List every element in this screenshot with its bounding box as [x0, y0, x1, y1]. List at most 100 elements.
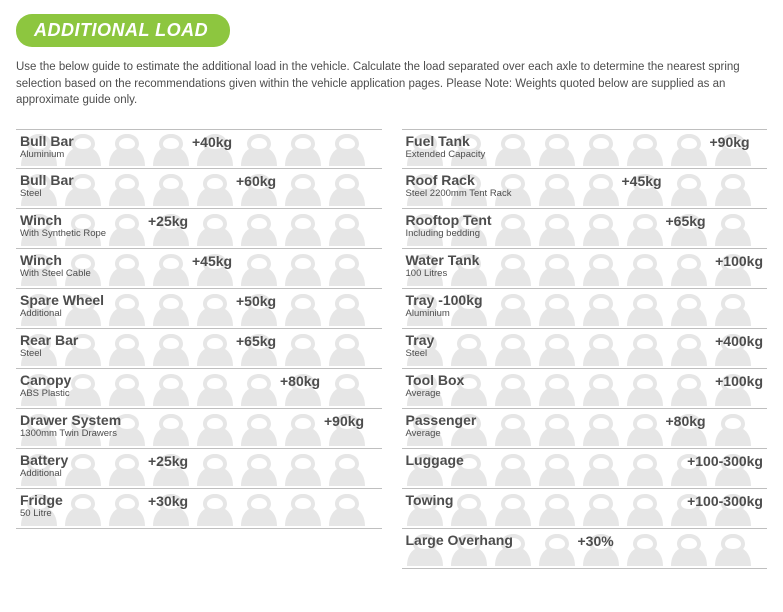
- row-text: WinchWith Steel Cable: [20, 253, 91, 279]
- row-value: +60kg: [236, 173, 276, 189]
- row-subtitle: Aluminium: [20, 150, 74, 160]
- row-value: +45kg: [192, 253, 232, 269]
- row-subtitle: Steel: [20, 189, 74, 199]
- row-content: WinchWith Steel Cable +45kg: [16, 249, 382, 288]
- row-text: PassengerAverage: [406, 413, 477, 439]
- row-subtitle: Extended Capacity: [406, 150, 486, 160]
- row-title: Rooftop Tent: [406, 213, 492, 228]
- load-row: TraySteel +400kg: [402, 329, 768, 369]
- columns-container: Bull BarAluminium+40kgBull Bar Steel +60kg…: [16, 129, 767, 569]
- row-subtitle: Including bedding: [406, 229, 492, 239]
- row-value: +25kg: [148, 453, 188, 469]
- row-content: TraySteel +400kg: [402, 329, 768, 368]
- row-text: TraySteel: [406, 333, 435, 359]
- row-text: Fuel TankExtended Capacity: [406, 134, 486, 160]
- page-title-badge: ADDITIONAL LOAD: [16, 14, 230, 47]
- row-content: BatteryAdditional +25kg: [16, 449, 382, 488]
- row-text: Rooftop TentIncluding bedding: [406, 213, 492, 239]
- row-value: +25kg: [148, 213, 188, 229]
- row-title: Tool Box: [406, 373, 465, 388]
- row-text: Drawer System1300mm Twin Drawers: [20, 413, 121, 439]
- row-value: +65kg: [666, 213, 706, 229]
- row-content: Rooftop TentIncluding bedding +65kg: [402, 209, 768, 248]
- row-subtitle: Steel: [406, 349, 435, 359]
- row-title: Drawer System: [20, 413, 121, 428]
- row-subtitle: Additional: [20, 469, 68, 479]
- load-row: Drawer System1300mm Twin Drawers +90kg: [16, 409, 382, 449]
- load-row: Water Tank100 Litres +100kg: [402, 249, 768, 289]
- row-value: +100kg: [715, 253, 763, 269]
- load-row: Tool BoxAverage +100kg: [402, 369, 768, 409]
- row-subtitle: Steel: [20, 349, 78, 359]
- row-value: +30kg: [148, 493, 188, 509]
- page-title: ADDITIONAL LOAD: [34, 20, 208, 40]
- row-value: +90kg: [324, 413, 364, 429]
- row-title: Battery: [20, 453, 68, 468]
- row-text: Spare WheelAdditional: [20, 293, 104, 319]
- row-content: Fuel TankExtended Capacity +90kg: [402, 130, 768, 168]
- row-text: Bull BarAluminium: [20, 134, 74, 160]
- row-content: Water Tank100 Litres +100kg: [402, 249, 768, 288]
- row-text: Towing: [406, 493, 454, 508]
- row-content: Luggage +100-300kg: [402, 449, 768, 488]
- load-row: CanopyABS Plastic +80kg: [16, 369, 382, 409]
- row-content: Bull BarAluminium+40kg: [16, 130, 382, 168]
- row-subtitle: 100 Litres: [406, 269, 480, 279]
- row-title: Rear Bar: [20, 333, 78, 348]
- row-value: +400kg: [715, 333, 763, 349]
- row-content: Towing +100-300kg: [402, 489, 768, 528]
- load-row: PassengerAverage +80kg: [402, 409, 768, 449]
- row-content: WinchWith Synthetic Rope+25kg: [16, 209, 382, 248]
- load-row: Spare WheelAdditional +50kg: [16, 289, 382, 329]
- row-content: Large Overhang+30%: [402, 529, 768, 568]
- load-row: Luggage +100-300kg: [402, 449, 768, 489]
- row-content: Tool BoxAverage +100kg: [402, 369, 768, 408]
- row-content: Rear BarSteel +65kg: [16, 329, 382, 368]
- row-title: Luggage: [406, 453, 464, 468]
- row-value: +100-300kg: [687, 453, 763, 469]
- row-value: +50kg: [236, 293, 276, 309]
- load-row: WinchWith Steel Cable +45kg: [16, 249, 382, 289]
- row-value: +90kg: [710, 134, 750, 150]
- row-title: Winch: [20, 213, 106, 228]
- row-text: Rear BarSteel: [20, 333, 78, 359]
- row-value: +65kg: [236, 333, 276, 349]
- row-subtitle: Steel 2200mm Tent Rack: [406, 189, 512, 199]
- row-title: Water Tank: [406, 253, 480, 268]
- row-text: BatteryAdditional: [20, 453, 68, 479]
- row-text: CanopyABS Plastic: [20, 373, 71, 399]
- row-text: Water Tank100 Litres: [406, 253, 480, 279]
- row-value: +100kg: [715, 373, 763, 389]
- load-row: Roof RackSteel 2200mm Tent Rack+45kg: [402, 169, 768, 209]
- row-subtitle: Additional: [20, 309, 104, 319]
- row-content: Spare WheelAdditional +50kg: [16, 289, 382, 328]
- load-row: Tray -100kgAluminium: [402, 289, 768, 329]
- row-title: Winch: [20, 253, 91, 268]
- load-row: Bull BarAluminium+40kg: [16, 129, 382, 169]
- row-content: CanopyABS Plastic +80kg: [16, 369, 382, 408]
- row-content: Tray -100kgAluminium: [402, 289, 768, 328]
- load-row: WinchWith Synthetic Rope+25kg: [16, 209, 382, 249]
- load-row: Rooftop TentIncluding bedding +65kg: [402, 209, 768, 249]
- row-text: Tool BoxAverage: [406, 373, 465, 399]
- left-column: Bull BarAluminium+40kgBull Bar Steel +60kg…: [16, 129, 382, 569]
- row-title: Large Overhang: [406, 533, 513, 548]
- row-subtitle: 50 Litre: [20, 509, 63, 519]
- load-row: Rear BarSteel +65kg: [16, 329, 382, 369]
- row-subtitle: Average: [406, 389, 465, 399]
- row-content: Drawer System1300mm Twin Drawers +90kg: [16, 409, 382, 448]
- row-title: Roof Rack: [406, 173, 512, 188]
- row-subtitle: Aluminium: [406, 309, 483, 319]
- row-value: +80kg: [280, 373, 320, 389]
- row-content: Bull BarSteel+60kg: [16, 169, 382, 208]
- load-row: Fridge50 Litre+30kg: [16, 489, 382, 529]
- intro-text: Use the below guide to estimate the addi…: [16, 59, 767, 109]
- row-title: Bull Bar: [20, 134, 74, 149]
- row-title: Tray -100kg: [406, 293, 483, 308]
- row-value: +80kg: [666, 413, 706, 429]
- row-value: +100-300kg: [687, 493, 763, 509]
- row-text: Luggage: [406, 453, 464, 468]
- row-text: Large Overhang: [406, 533, 513, 548]
- row-content: PassengerAverage +80kg: [402, 409, 768, 448]
- row-subtitle: Average: [406, 429, 477, 439]
